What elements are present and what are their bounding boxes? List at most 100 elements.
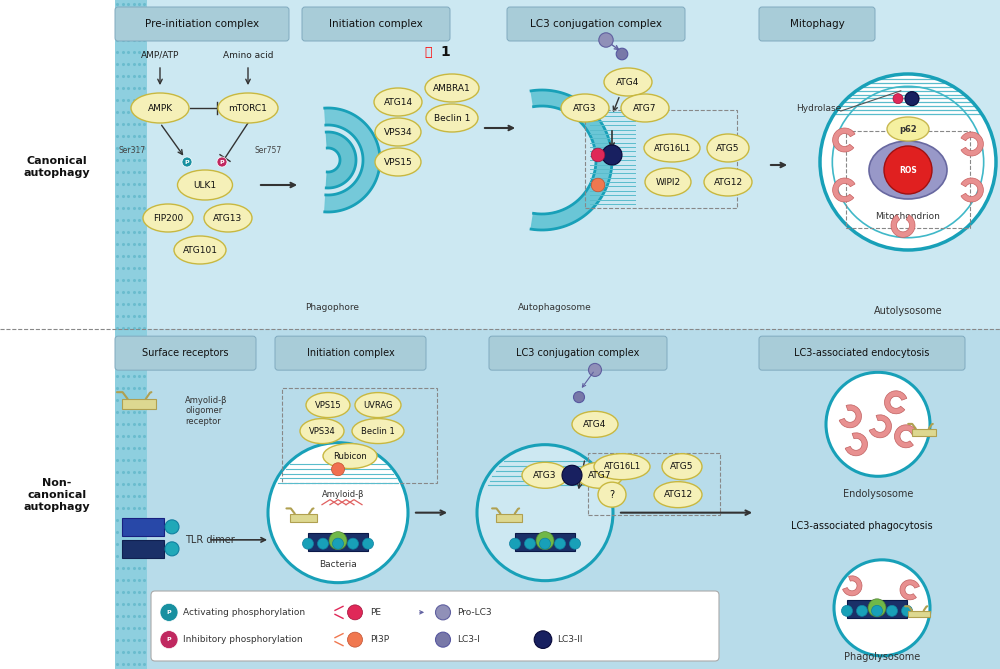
Text: ATG4: ATG4 xyxy=(583,420,607,429)
Wedge shape xyxy=(833,178,855,202)
Text: P: P xyxy=(220,159,224,165)
Text: 图: 图 xyxy=(424,45,432,58)
Text: ATG13: ATG13 xyxy=(213,213,243,223)
Circle shape xyxy=(165,542,179,556)
FancyBboxPatch shape xyxy=(759,336,965,370)
Circle shape xyxy=(599,33,613,47)
Text: Initiation complex: Initiation complex xyxy=(307,348,394,358)
Wedge shape xyxy=(961,178,983,202)
Text: Amino acid: Amino acid xyxy=(223,50,273,60)
Circle shape xyxy=(348,632,362,647)
Text: Beclin 1: Beclin 1 xyxy=(361,427,395,436)
Wedge shape xyxy=(869,415,891,438)
Bar xyxy=(290,514,317,522)
Ellipse shape xyxy=(572,411,618,438)
Ellipse shape xyxy=(143,204,193,232)
Text: Phagolysosome: Phagolysosome xyxy=(844,652,920,662)
Ellipse shape xyxy=(707,134,749,162)
Bar xyxy=(0,329,1000,669)
Polygon shape xyxy=(326,132,356,188)
Circle shape xyxy=(436,605,450,620)
Ellipse shape xyxy=(645,168,691,196)
Bar xyxy=(122,540,164,558)
Circle shape xyxy=(856,605,868,616)
Ellipse shape xyxy=(329,532,347,550)
Wedge shape xyxy=(839,405,861,427)
Circle shape xyxy=(905,92,919,106)
Text: Initiation complex: Initiation complex xyxy=(329,19,423,29)
Ellipse shape xyxy=(425,74,479,102)
Bar xyxy=(122,518,164,536)
Ellipse shape xyxy=(654,482,702,508)
Circle shape xyxy=(332,538,344,549)
Circle shape xyxy=(348,538,358,549)
Bar xyxy=(515,533,575,551)
Bar xyxy=(908,611,930,617)
Ellipse shape xyxy=(704,168,752,196)
Text: Mitochondrion: Mitochondrion xyxy=(876,212,940,221)
Text: ATG12: ATG12 xyxy=(663,490,693,499)
Text: TLR dimer: TLR dimer xyxy=(185,535,235,545)
Circle shape xyxy=(362,538,374,549)
Wedge shape xyxy=(833,128,855,152)
Text: VPS34: VPS34 xyxy=(384,128,412,136)
Text: ATG101: ATG101 xyxy=(182,246,218,254)
Polygon shape xyxy=(531,90,612,230)
Circle shape xyxy=(182,157,192,167)
FancyBboxPatch shape xyxy=(489,336,667,370)
Text: LC3-associated phagocytosis: LC3-associated phagocytosis xyxy=(791,521,933,531)
Text: VPS15: VPS15 xyxy=(315,401,341,409)
Text: VPS34: VPS34 xyxy=(309,427,335,436)
Text: Bacteria: Bacteria xyxy=(319,560,357,569)
Circle shape xyxy=(834,560,930,656)
Ellipse shape xyxy=(604,68,652,96)
Ellipse shape xyxy=(174,236,226,264)
Text: LC3 conjugation complex: LC3 conjugation complex xyxy=(516,348,640,358)
Circle shape xyxy=(591,149,605,162)
Ellipse shape xyxy=(352,419,404,444)
Ellipse shape xyxy=(177,170,232,200)
Circle shape xyxy=(826,373,930,476)
Bar xyxy=(496,514,522,522)
Wedge shape xyxy=(845,433,867,456)
Bar xyxy=(0,0,115,669)
Ellipse shape xyxy=(522,462,568,488)
Circle shape xyxy=(534,631,552,648)
Ellipse shape xyxy=(662,454,702,480)
Circle shape xyxy=(562,465,582,485)
Text: ATG5: ATG5 xyxy=(670,462,694,471)
Text: Surface receptors: Surface receptors xyxy=(142,348,229,358)
Text: p62: p62 xyxy=(899,124,917,134)
Text: Ser317: Ser317 xyxy=(118,145,146,155)
Text: Phagophore: Phagophore xyxy=(305,302,359,312)
Text: LC3-II: LC3-II xyxy=(557,635,582,644)
Text: ATG16L1: ATG16L1 xyxy=(653,143,691,153)
Text: ATG14: ATG14 xyxy=(383,98,413,106)
Wedge shape xyxy=(900,580,919,600)
Text: Phagosome
or endosome: Phagosome or endosome xyxy=(306,606,370,628)
Circle shape xyxy=(510,538,520,549)
Ellipse shape xyxy=(218,93,278,123)
Circle shape xyxy=(160,603,178,622)
Text: Non-
canonical
autophagy: Non- canonical autophagy xyxy=(24,478,90,512)
Circle shape xyxy=(588,363,602,377)
Text: AMPK: AMPK xyxy=(147,104,173,112)
Ellipse shape xyxy=(561,94,609,122)
Text: Pro-LC3: Pro-LC3 xyxy=(457,608,492,617)
Ellipse shape xyxy=(598,482,626,507)
Text: Pre-initiation complex: Pre-initiation complex xyxy=(145,19,259,29)
Circle shape xyxy=(165,520,179,534)
Circle shape xyxy=(616,48,628,60)
Text: Beclin 1: Beclin 1 xyxy=(434,114,470,122)
Circle shape xyxy=(477,445,613,581)
Text: ATG3: ATG3 xyxy=(533,471,557,480)
Bar xyxy=(122,399,156,409)
Ellipse shape xyxy=(536,532,554,550)
Ellipse shape xyxy=(375,118,421,146)
Text: mTORC1: mTORC1 xyxy=(229,104,267,112)
Ellipse shape xyxy=(300,419,344,444)
Text: P: P xyxy=(167,610,171,615)
Text: ATG12: ATG12 xyxy=(713,177,743,187)
Text: Mitophagy: Mitophagy xyxy=(790,19,844,29)
Ellipse shape xyxy=(323,444,377,468)
